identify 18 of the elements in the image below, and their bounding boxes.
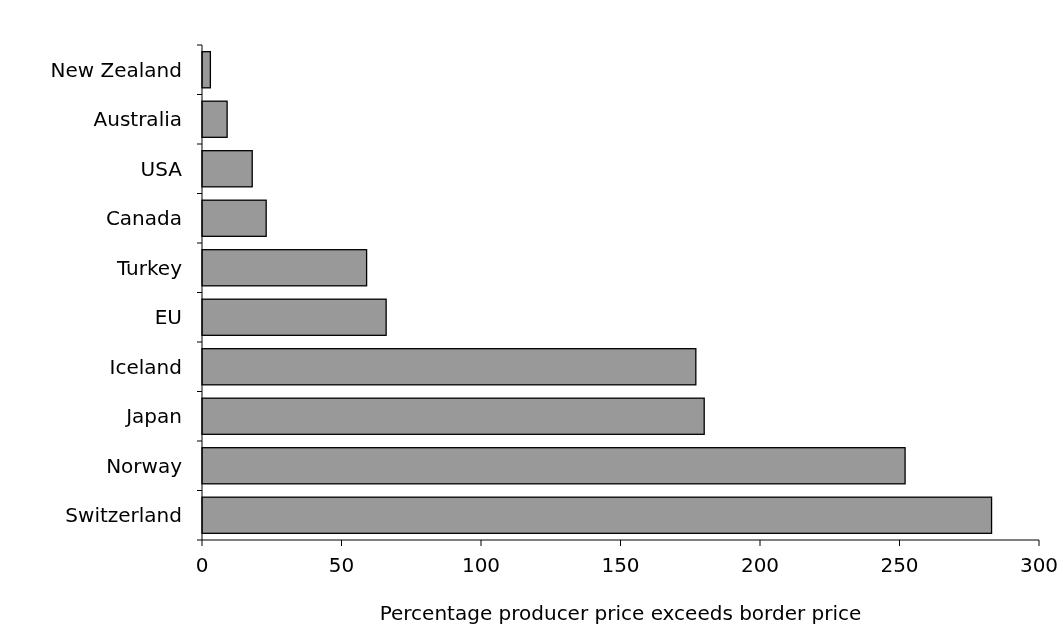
x-tick-label: 50 [328, 553, 355, 577]
x-axis-title: Percentage producer price exceeds border price [379, 601, 862, 625]
y-tick-label: Norway [106, 453, 183, 478]
y-tick-label: Japan [124, 404, 182, 429]
y-tick-label: New Zealand [50, 57, 182, 82]
y-tick-label: Switzerland [65, 503, 182, 528]
x-tick-label: 200 [740, 553, 780, 577]
y-tick-label: Iceland [109, 354, 182, 379]
y-tick-label: Australia [93, 107, 182, 132]
x-tick-label: 250 [880, 553, 919, 577]
y-tick-label: Canada [105, 206, 182, 231]
x-tick-label: 100 [461, 553, 501, 577]
x-tick-label: 300 [1019, 553, 1059, 577]
y-tick-label: USA [140, 156, 183, 181]
x-tick-label: 0 [195, 553, 209, 577]
y-tick-label: Turkey [115, 255, 183, 280]
y-tick-label: EU [154, 305, 182, 330]
x-tick-label: 150 [601, 553, 640, 577]
